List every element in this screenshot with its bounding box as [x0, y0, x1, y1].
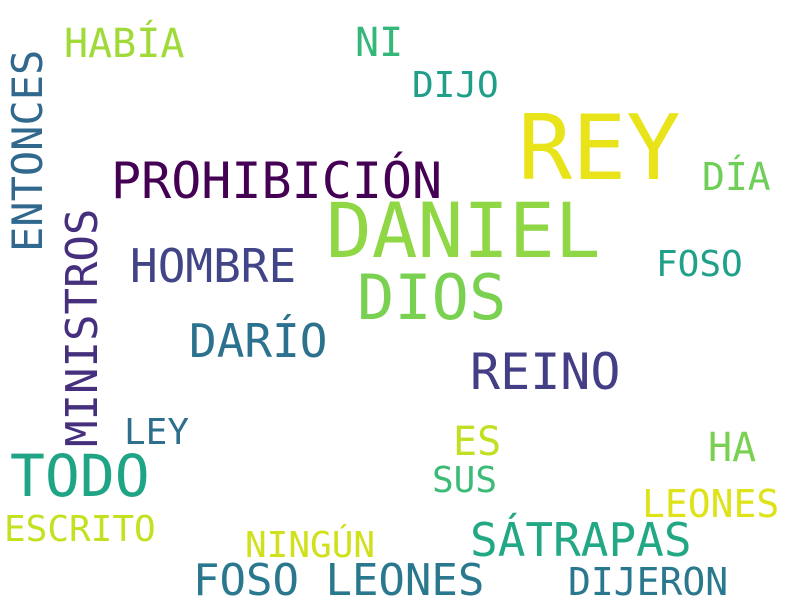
word-dario: DARÍO [189, 314, 328, 368]
word-habia: HABÍA [64, 21, 185, 67]
word-entonces: ENTONCES [3, 49, 52, 252]
word-hombre: HOMBRE [130, 239, 297, 293]
word-satrapas: SÁTRAPAS [470, 513, 692, 567]
word-ley: LEY [124, 412, 190, 453]
word-dia: DÍA [702, 155, 771, 199]
word-ministros: MINISTROS [57, 208, 108, 447]
word-dijo: DIJO [412, 65, 499, 106]
word-ningun: NINGÚN [245, 525, 376, 566]
word-dijeron: DIJERON [568, 560, 729, 604]
word-reino: REINO [470, 343, 621, 401]
word-foso: FOSO [656, 244, 743, 285]
word-leones: LEONES [642, 482, 780, 526]
word-daniel: DANIEL [326, 186, 601, 275]
word-escrito: ESCRITO [4, 509, 156, 550]
word-dios: DIOS [357, 261, 507, 334]
word-foso-leones: FOSO LEONES [193, 555, 485, 606]
word-prohibicion: PROHIBICIÓN [111, 152, 443, 210]
word-ni: NI [355, 20, 404, 66]
word-rey: REY [518, 96, 681, 201]
word-es: ES [453, 419, 502, 465]
word-ha: HA [708, 425, 757, 471]
word-todo: TODO [10, 442, 150, 510]
word-sus: SUS [432, 460, 498, 501]
